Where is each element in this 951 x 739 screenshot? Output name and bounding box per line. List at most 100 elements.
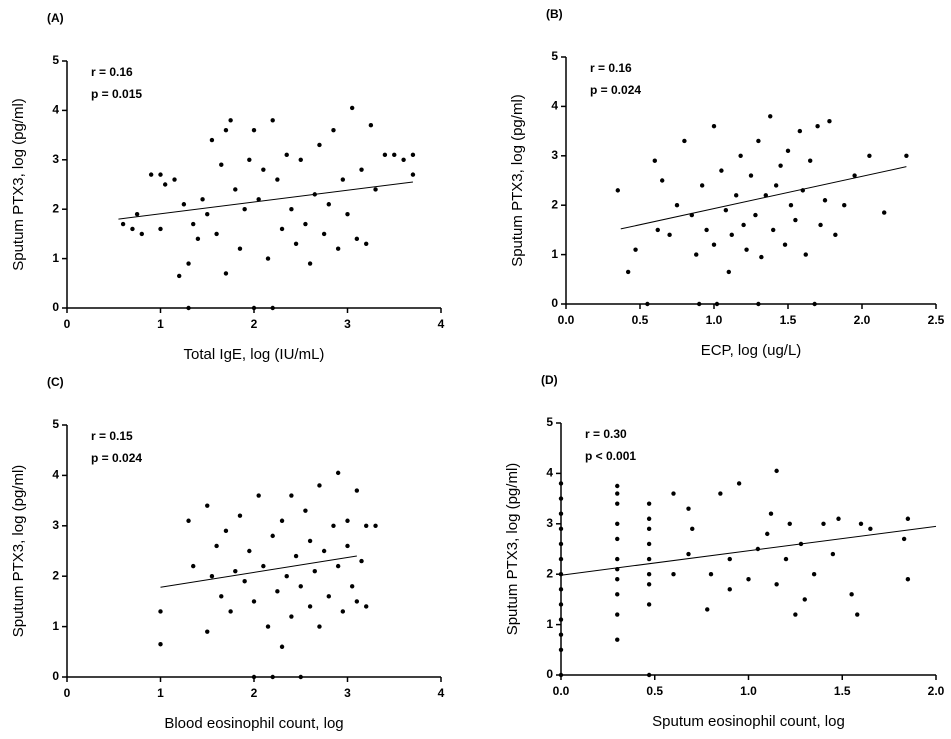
y-tick-label: 1 [52, 619, 59, 633]
point [120, 221, 126, 227]
point [205, 211, 210, 217]
point [852, 173, 857, 178]
point [615, 556, 620, 562]
point [186, 305, 191, 311]
x-tick-label: 0 [64, 317, 71, 331]
point [842, 203, 847, 208]
point [134, 211, 140, 217]
point [293, 553, 299, 559]
point [615, 577, 620, 582]
point [289, 614, 294, 619]
point [340, 177, 346, 182]
point [335, 563, 341, 569]
point [251, 305, 257, 311]
point [652, 158, 657, 163]
point [382, 152, 388, 158]
point [867, 153, 872, 158]
point [223, 127, 229, 133]
point [228, 118, 233, 123]
point [191, 221, 196, 227]
y-tick-label: 2 [52, 201, 59, 215]
point [251, 599, 257, 604]
point [237, 513, 243, 518]
x-tick-label: 0 [64, 686, 71, 700]
y-tick-label: 0 [52, 300, 59, 314]
x-tick-label: 2.0 [854, 313, 871, 327]
x-tick-label: 2 [251, 686, 258, 700]
x-tick-label: 0.0 [553, 684, 570, 698]
point [261, 563, 266, 569]
point [615, 592, 620, 597]
point [625, 269, 631, 275]
point [303, 508, 308, 513]
point [646, 572, 652, 577]
point [364, 604, 369, 609]
point [849, 592, 854, 597]
point [237, 246, 243, 251]
point [392, 152, 397, 158]
point [354, 599, 360, 604]
point [768, 511, 774, 516]
point [181, 202, 187, 207]
point [298, 157, 303, 162]
point [401, 157, 406, 162]
point [827, 119, 832, 124]
point [803, 252, 808, 257]
point [261, 167, 266, 172]
point [686, 551, 691, 557]
x-tick-label: 2.0 [928, 684, 945, 698]
point [298, 584, 303, 589]
trend-line [160, 555, 357, 588]
x-tick-label: 1.5 [780, 313, 797, 327]
point [646, 541, 652, 547]
point [711, 123, 717, 129]
point [214, 543, 219, 549]
point [771, 227, 776, 233]
y-tick-label: 5 [52, 417, 59, 431]
point [270, 533, 275, 539]
point [256, 493, 261, 498]
point [270, 674, 275, 680]
point [674, 203, 680, 208]
point [265, 624, 271, 629]
y-tick-label: 0 [52, 669, 59, 683]
point [682, 138, 687, 144]
point [558, 496, 564, 501]
point [242, 579, 247, 584]
x-axis-label: Total IgE, log (IU/mL) [184, 346, 325, 363]
point [558, 587, 564, 592]
y-tick-label: 5 [551, 49, 558, 63]
point [558, 617, 564, 622]
point [830, 551, 836, 557]
y-tick-label: 4 [551, 99, 558, 113]
panel-label: (D) [541, 373, 558, 387]
point [373, 523, 378, 528]
point [186, 518, 191, 523]
point [177, 273, 182, 279]
point [802, 597, 807, 602]
point [793, 217, 798, 223]
point [247, 548, 252, 554]
x-tick-label: 1 [157, 686, 164, 700]
point [223, 528, 229, 534]
point [615, 612, 620, 617]
point [808, 158, 813, 163]
y-tick-label: 3 [52, 152, 59, 166]
point [158, 226, 163, 232]
point [349, 105, 355, 111]
point [744, 247, 749, 252]
point [759, 254, 764, 260]
point [646, 526, 652, 532]
point [615, 536, 620, 542]
point [708, 572, 714, 577]
point [615, 637, 620, 642]
point [172, 177, 177, 182]
point [307, 538, 313, 544]
y-tick-label: 0 [546, 667, 553, 681]
point [558, 572, 564, 577]
point [736, 481, 742, 486]
point [209, 574, 215, 579]
point [410, 172, 416, 177]
point [646, 672, 652, 678]
point [694, 252, 699, 257]
